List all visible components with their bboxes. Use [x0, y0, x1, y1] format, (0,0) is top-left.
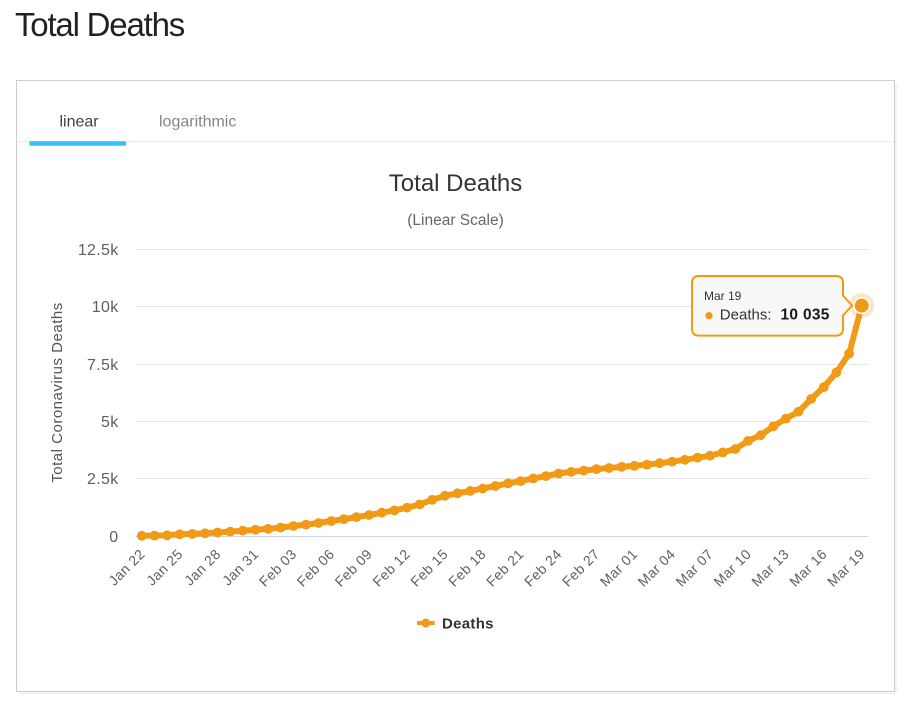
svg-text:10k: 10k [92, 299, 119, 316]
svg-text:(Linear Scale): (Linear Scale) [407, 212, 504, 229]
svg-text:0: 0 [109, 529, 118, 546]
svg-text:Mar 19: Mar 19 [704, 289, 742, 303]
svg-text:logarithmic: logarithmic [159, 114, 236, 131]
svg-text:Total Deaths: Total Deaths [15, 6, 185, 43]
svg-text:Total Deaths: Total Deaths [389, 170, 522, 197]
svg-text:Deaths:: Deaths: [720, 307, 772, 324]
svg-text:7.5k: 7.5k [87, 357, 119, 374]
svg-text:Deaths: Deaths [442, 616, 494, 633]
svg-text:10 035: 10 035 [781, 307, 830, 324]
svg-text:2.5k: 2.5k [87, 471, 119, 488]
svg-text:Total Coronavirus Deaths: Total Coronavirus Deaths [49, 302, 66, 482]
svg-text:12.5k: 12.5k [78, 242, 119, 259]
svg-text:5k: 5k [101, 414, 119, 431]
svg-text:linear: linear [60, 114, 100, 131]
